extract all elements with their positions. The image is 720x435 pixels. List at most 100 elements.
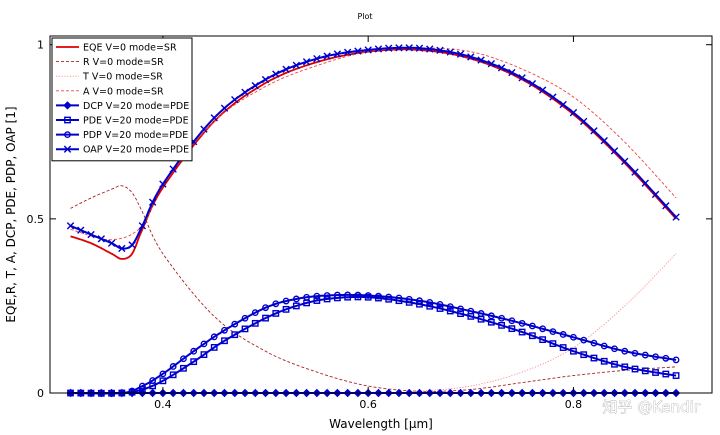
data-point <box>672 356 680 364</box>
data-point <box>570 333 577 341</box>
plot-frame <box>49 35 713 394</box>
data-point <box>200 125 208 133</box>
data-point <box>487 318 495 326</box>
data-point <box>569 108 578 117</box>
legend-entry: A V=0 mode=SR <box>56 86 164 97</box>
data-point <box>313 292 321 300</box>
data-point <box>395 44 403 52</box>
data-point <box>559 100 567 109</box>
data-point <box>323 292 331 299</box>
data-point <box>415 44 424 52</box>
data-point <box>241 314 249 322</box>
data-point <box>354 291 362 299</box>
data-point <box>231 320 239 328</box>
legend-box <box>51 37 193 162</box>
data-point <box>590 339 598 347</box>
data-point <box>651 190 660 199</box>
data-point <box>446 307 454 315</box>
data-point <box>426 45 434 53</box>
data-point <box>302 58 311 66</box>
data-point <box>631 168 639 176</box>
data-point <box>148 198 157 206</box>
data-point <box>282 297 290 305</box>
data-point <box>590 354 598 362</box>
data-point <box>611 345 618 353</box>
data-point <box>200 340 208 348</box>
data-point <box>313 54 321 63</box>
data-point <box>282 305 290 313</box>
data-point <box>180 364 187 372</box>
data-point <box>159 180 167 188</box>
data-point <box>477 310 485 317</box>
data-point <box>375 292 382 300</box>
watermark: 知乎 @Kendir <box>603 398 701 416</box>
legend-entry: DCP V=20 mode=PDE <box>56 101 189 112</box>
data-point <box>487 312 495 320</box>
legend-label: PDP V=20 mode=PDE <box>83 130 188 141</box>
data-point <box>672 372 680 379</box>
data-point <box>662 370 670 378</box>
data-point <box>138 382 146 390</box>
data-point <box>313 297 321 304</box>
data-point <box>518 74 526 82</box>
x-axis-label: Wavelength [µm] <box>329 417 433 431</box>
data-point <box>241 325 249 333</box>
data-point <box>323 52 331 60</box>
data-point <box>128 241 136 249</box>
legend-marker <box>64 131 71 139</box>
series-line <box>70 185 677 392</box>
data-point <box>621 157 629 166</box>
series-square-5 <box>67 293 680 397</box>
data-point <box>200 351 208 359</box>
data-point <box>549 328 557 336</box>
data-point <box>436 305 444 312</box>
data-point <box>528 322 536 330</box>
data-point <box>539 325 547 333</box>
data-point <box>405 44 413 52</box>
data-point <box>261 75 270 84</box>
data-point <box>292 302 300 310</box>
data-point <box>251 81 259 90</box>
chart-title: Plot <box>357 12 372 21</box>
data-point <box>456 50 465 58</box>
data-point <box>343 48 352 57</box>
data-point <box>128 387 136 395</box>
data-point <box>272 300 280 308</box>
data-point <box>262 304 269 312</box>
data-point <box>570 347 577 355</box>
legend-label: R V=0 mode=SR <box>83 57 164 68</box>
data-point <box>220 104 229 112</box>
legend-entry: T V=0 mode=SR <box>56 72 163 83</box>
data-point <box>231 96 239 104</box>
data-point <box>580 336 588 344</box>
data-point <box>107 239 116 247</box>
data-point <box>641 179 649 187</box>
axis-ticks: 0.4 0.6 0.8 0 0.5 1 <box>27 36 712 411</box>
data-point <box>180 355 187 363</box>
series-x-7 <box>66 44 680 253</box>
series-1 <box>70 185 677 392</box>
legend-marker <box>64 116 71 124</box>
data-point <box>631 349 639 357</box>
y-axis-label: EQE,R, T, A, DCP, PDE, PDP, OAP [1] <box>4 106 18 322</box>
data-point <box>559 331 567 338</box>
data-point <box>497 64 506 72</box>
data-point <box>241 88 249 96</box>
data-point <box>87 230 95 239</box>
data-point <box>446 303 454 310</box>
data-point <box>364 292 372 299</box>
data-point <box>333 291 341 299</box>
series-line <box>70 47 677 241</box>
data-point <box>251 309 259 317</box>
data-point <box>559 344 567 351</box>
legend-entry: PDE V=20 mode=PDE <box>56 116 189 127</box>
legend-label: EQE V=0 mode=SR <box>83 43 177 54</box>
data-point <box>66 222 75 230</box>
data-point <box>611 360 618 368</box>
data-point <box>221 337 228 345</box>
data-point <box>457 305 464 313</box>
data-point <box>539 336 547 344</box>
data-point <box>528 79 537 88</box>
data-point <box>169 363 177 370</box>
x-tick-label: 0.6 <box>359 398 377 411</box>
